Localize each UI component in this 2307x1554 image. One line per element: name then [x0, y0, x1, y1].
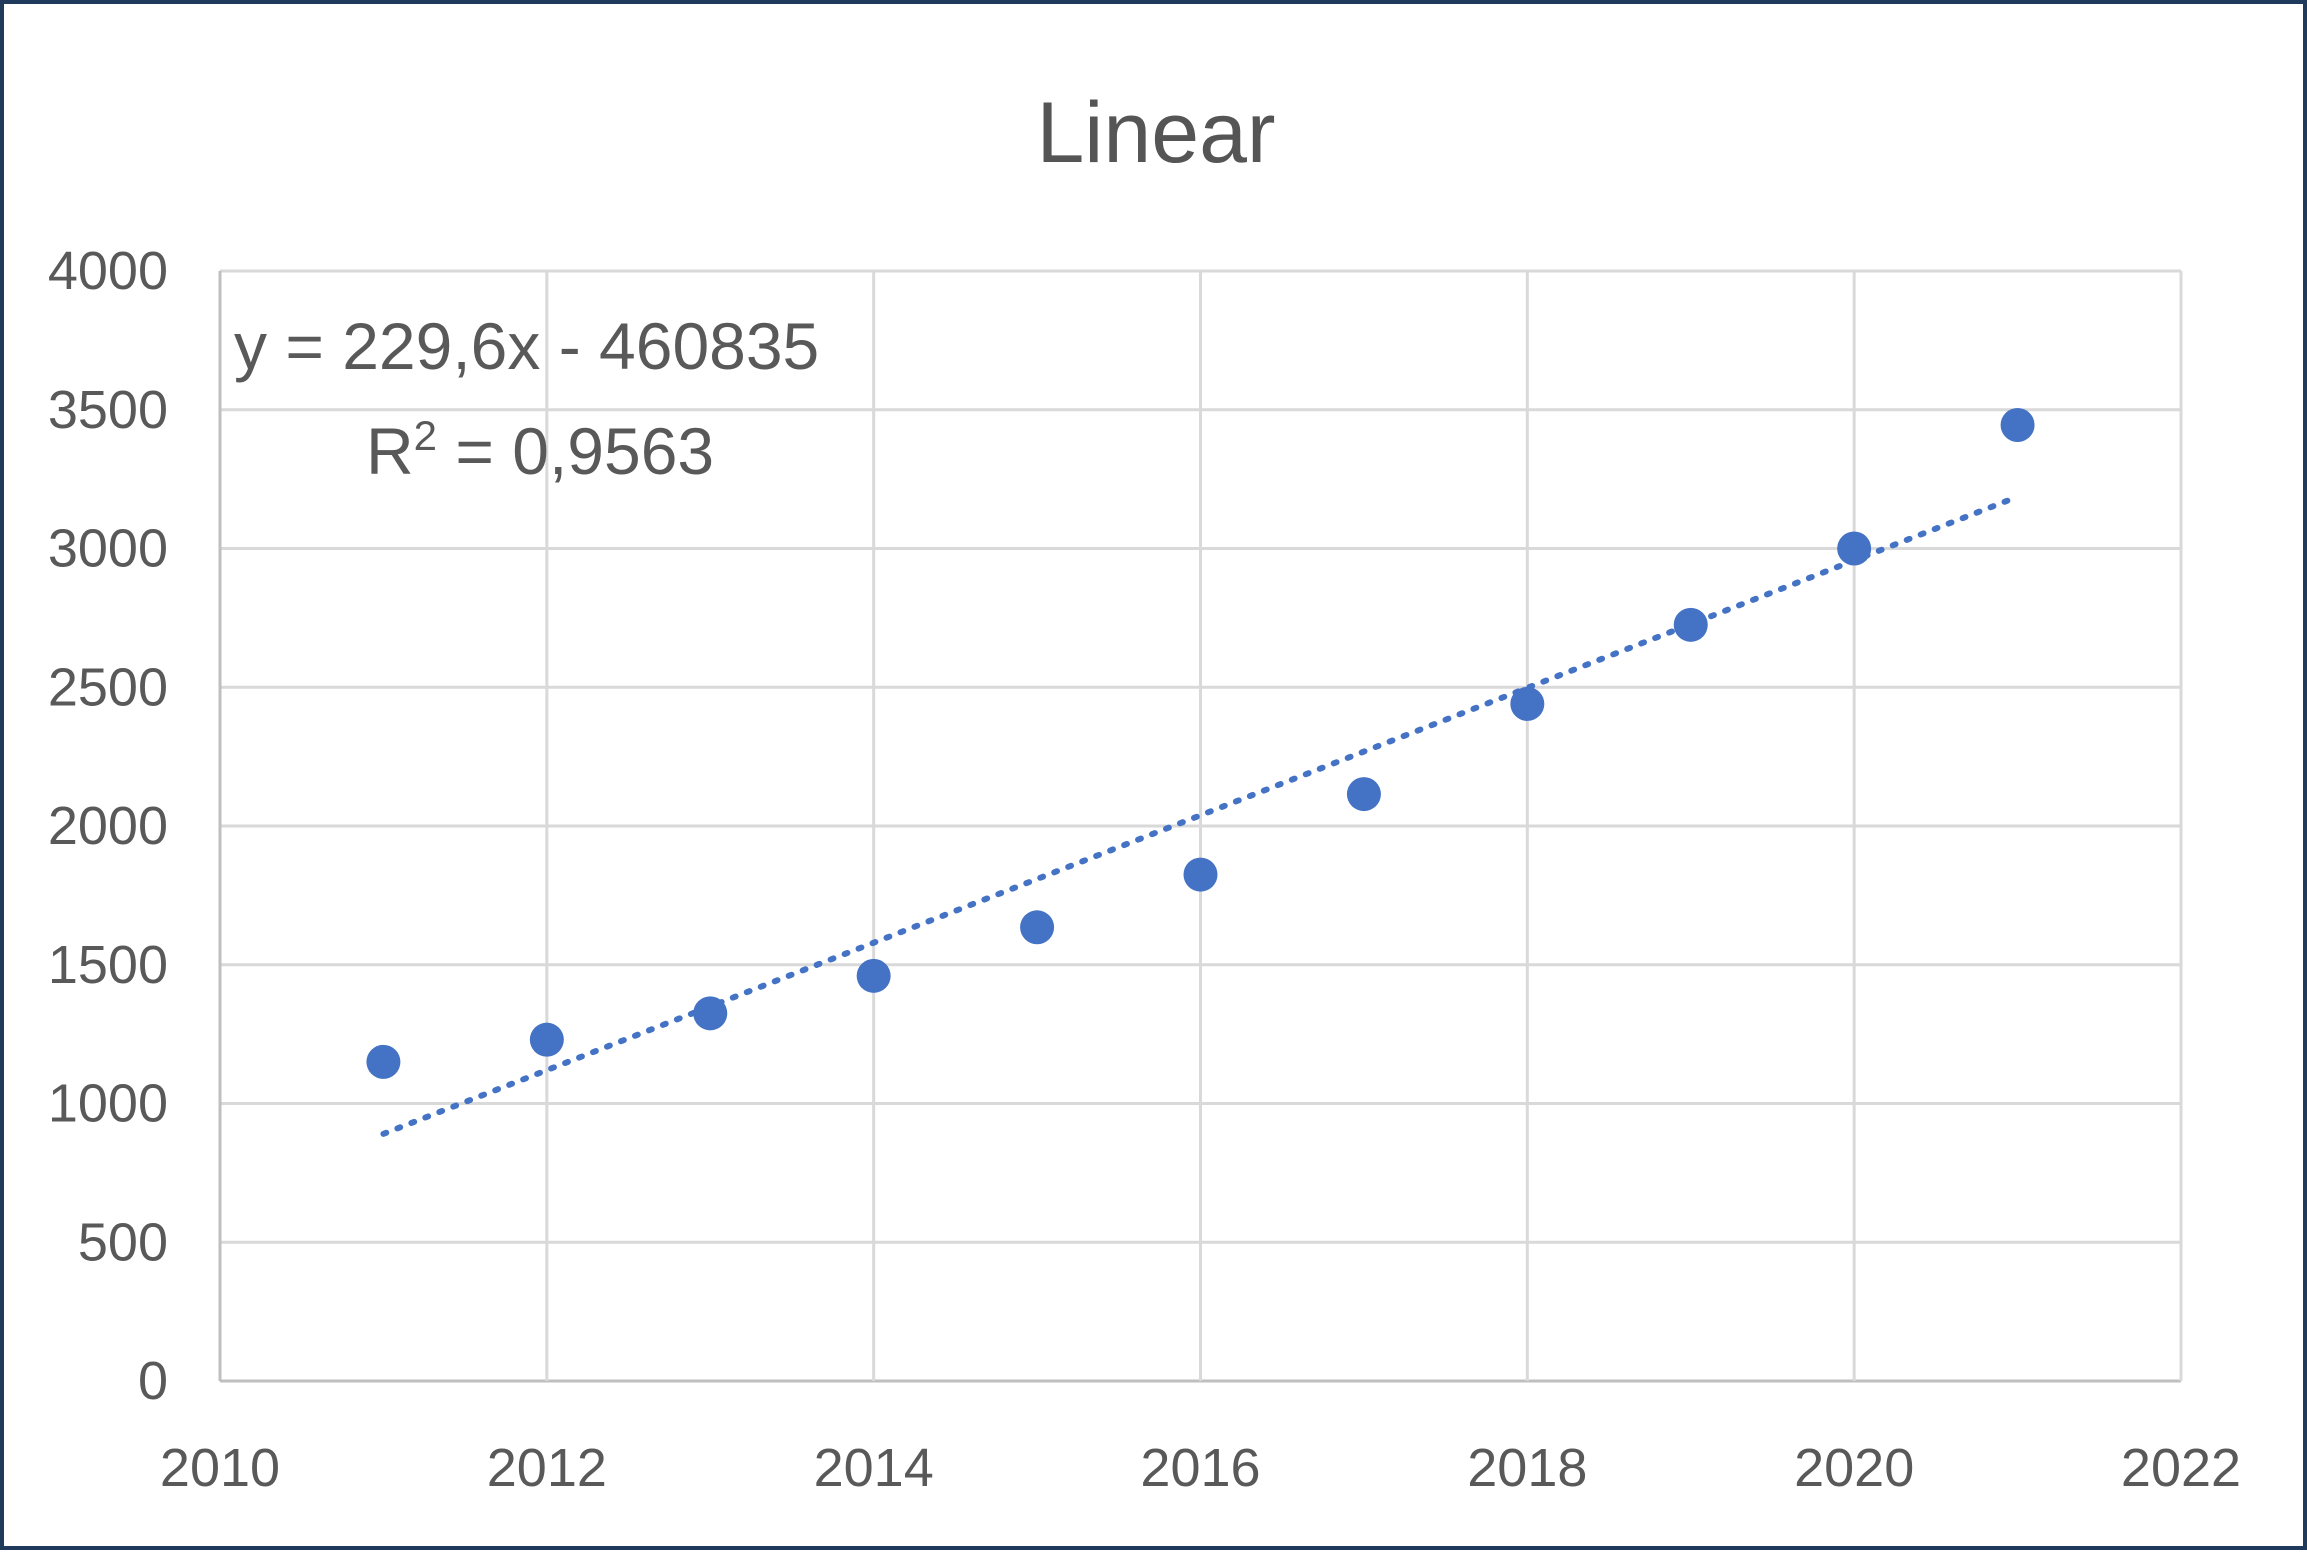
chart-svg: Linear 05001000150020002500300035004000 … — [48, 85, 2241, 1498]
data-points — [366, 408, 2035, 1079]
data-point-2020 — [1837, 531, 1872, 566]
x-tick-label-6: 2022 — [2121, 1438, 2241, 1498]
r-squared-r: R — [366, 414, 414, 488]
y-tick-label-6: 3000 — [48, 519, 168, 579]
r-squared-label: R2 = 0,9563 — [366, 412, 714, 488]
data-point-2016 — [1183, 857, 1218, 892]
x-tick-label-1: 2012 — [487, 1438, 607, 1498]
data-point-2018 — [1510, 686, 1545, 721]
data-point-2011 — [366, 1044, 401, 1079]
y-tick-label-3: 1500 — [48, 935, 168, 995]
x-gridlines — [218, 271, 2183, 1381]
y-tick-label-8: 4000 — [48, 241, 168, 301]
data-point-2019 — [1673, 607, 1708, 642]
data-point-2017 — [1346, 777, 1381, 812]
y-tick-label-5: 2500 — [48, 657, 168, 717]
x-tick-label-5: 2020 — [1794, 1438, 1914, 1498]
r-squared-superscript: 2 — [414, 412, 437, 459]
data-point-2014 — [856, 958, 891, 993]
chart-title: Linear — [1036, 85, 1275, 181]
x-tick-label-4: 2018 — [1467, 1438, 1587, 1498]
data-point-2012 — [529, 1022, 564, 1057]
data-point-2015 — [1020, 910, 1055, 945]
y-tick-label-1: 500 — [78, 1212, 168, 1272]
x-tick-label-2: 2014 — [814, 1438, 934, 1498]
r-squared-value: = 0,9563 — [437, 414, 714, 488]
y-axis-ticks: 0 500 1000 1500 2000 2500 3000 3500 4000 — [48, 241, 168, 1411]
x-axis-ticks: 2010 2012 2014 2016 2018 2020 2022 — [160, 1438, 2241, 1498]
data-point-2021 — [2000, 408, 2035, 443]
y-tick-label-0: 0 — [138, 1351, 168, 1411]
x-tick-label-0: 2010 — [160, 1438, 280, 1498]
trendline-equation: y = 229,6x - 460835 — [234, 309, 819, 383]
y-tick-label-7: 3500 — [48, 380, 168, 440]
x-tick-label-3: 2016 — [1140, 1438, 1260, 1498]
y-tick-label-4: 2000 — [48, 796, 168, 856]
y-tick-label-2: 1000 — [48, 1074, 168, 1134]
data-point-2013 — [693, 996, 728, 1031]
